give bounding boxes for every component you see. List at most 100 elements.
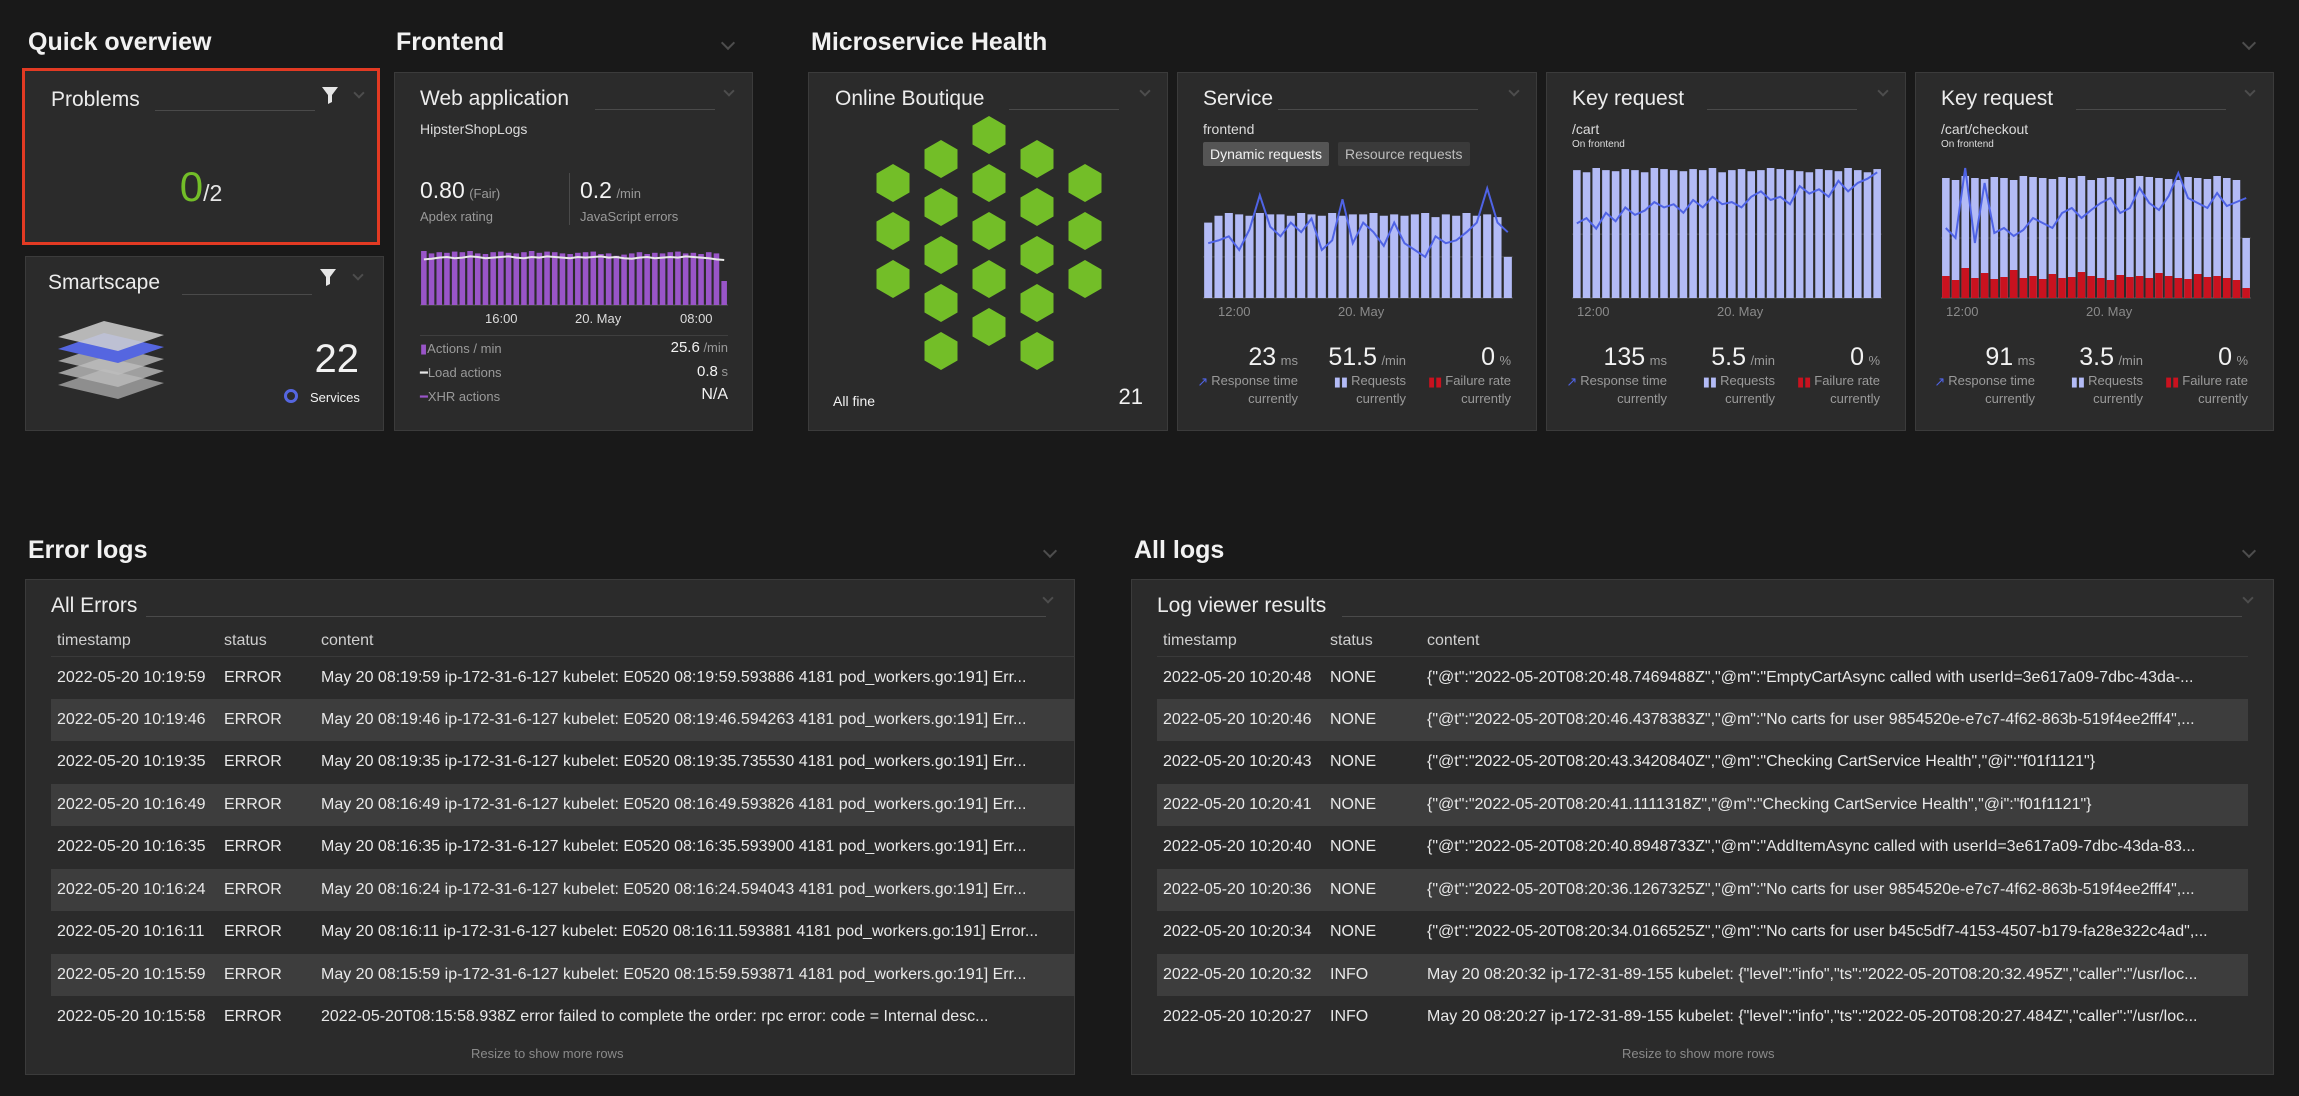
requests-icon: ▮▮: [2070, 374, 2086, 390]
chevron-down-icon[interactable]: [723, 85, 735, 97]
table-row[interactable]: 2022-05-20 10:20:34 NONE {"@t":"2022-05-20…: [1157, 911, 2248, 954]
chevron-down-icon[interactable]: [2241, 35, 2257, 51]
service-hexagon: [924, 284, 958, 322]
status-cell: ERROR: [224, 1008, 282, 1026]
table-row[interactable]: 2022-05-20 10:20:36 NONE {"@t":"2022-05-20…: [1157, 868, 2248, 911]
bar: [636, 252, 643, 305]
bar: [1400, 215, 1409, 298]
column-header-timestamp[interactable]: timestamp: [51, 626, 224, 657]
bar: [1328, 213, 1337, 298]
chevron-down-icon[interactable]: [1139, 85, 1151, 97]
failure-bar: [2193, 274, 2202, 298]
table-row[interactable]: 2022-05-20 10:20:40 NONE {"@t":"2022-05-20…: [1157, 826, 2248, 869]
chevron-down-icon[interactable]: [720, 35, 736, 51]
chevron-down-icon[interactable]: [352, 269, 364, 281]
status-cell: ERROR: [224, 923, 282, 941]
table-row[interactable]: 2022-05-20 10:15:59 ERROR May 20 08:15:59 …: [51, 953, 1075, 996]
service-hexagon: [1020, 140, 1054, 178]
column-header-content[interactable]: content: [1427, 626, 2248, 657]
bar: [575, 252, 581, 305]
bar: [705, 252, 712, 305]
chevron-down-icon[interactable]: [2242, 592, 2254, 604]
apdex-label: Apdex rating: [420, 209, 493, 224]
failure-bar: [2116, 275, 2124, 298]
column-header-content[interactable]: content: [321, 626, 1075, 657]
service-hexagon: [876, 260, 910, 298]
table-row[interactable]: 2022-05-20 10:20:46 NONE {"@t":"2022-05-20…: [1157, 698, 2248, 741]
apdex-qualifier: (Fair): [469, 186, 501, 201]
bar: [1204, 222, 1213, 298]
table-row[interactable]: 2022-05-20 10:20:41 NONE {"@t":"2022-05-20…: [1157, 783, 2248, 826]
online-boutique-tile[interactable]: Online Boutique All fine 21: [808, 72, 1168, 431]
bar: [1390, 214, 1399, 298]
smartscape-tile[interactable]: Smartscape 22 Services: [25, 256, 384, 431]
status-cell: INFO: [1330, 1008, 1369, 1026]
chevron-down-icon[interactable]: [2244, 85, 2256, 97]
service-icon: [284, 389, 298, 403]
table-row[interactable]: 2022-05-20 10:15:58 ERROR 2022-05-20T08:15…: [51, 996, 1075, 1039]
tab-resource-requests[interactable]: Resource requests: [1338, 142, 1470, 166]
failure-bar: [1980, 273, 1989, 298]
table-row[interactable]: 2022-05-20 10:19:35 ERROR May 20 08:19:35 …: [51, 741, 1075, 784]
bar: [2223, 178, 2231, 298]
service-hexagon: [924, 140, 958, 178]
service-hexagon: [924, 332, 958, 370]
key-request-checkout-tile[interactable]: Key request /cart/checkout On frontend 1…: [1915, 72, 2274, 431]
chevron-down-icon[interactable]: [2241, 543, 2257, 559]
service-hexagon: [1068, 212, 1102, 250]
status-cell: NONE: [1330, 698, 1427, 741]
tab-dynamic-requests[interactable]: Dynamic requests: [1203, 142, 1330, 166]
service-hexagon: [972, 164, 1006, 202]
key-request-cart-tile[interactable]: Key request /cart On frontend 12:00 20. …: [1546, 72, 1906, 431]
bar: [1631, 170, 1639, 298]
service-tile[interactable]: Service frontend Dynamic requests Resour…: [1177, 72, 1537, 431]
timestamp-cell: 2022-05-20 10:20:36: [1157, 868, 1330, 911]
x-tick: 12:00: [1218, 304, 1251, 319]
log-viewer-results-tile[interactable]: Log viewer results timestamp status cont…: [1131, 579, 2274, 1075]
chevron-down-icon[interactable]: [1877, 85, 1889, 97]
table-row[interactable]: 2022-05-20 10:20:32 INFO May 20 08:20:32 i…: [1157, 953, 2248, 996]
key-request-checkout-chart: [1941, 167, 2251, 299]
service-health-hexagons: [876, 116, 1102, 370]
failure-bar: [2038, 279, 2047, 298]
filter-icon[interactable]: [319, 267, 337, 287]
bar: [1592, 168, 1600, 298]
table-row[interactable]: 2022-05-20 10:20:27 INFO May 20 08:20:27 i…: [1157, 996, 2248, 1039]
bar: [482, 254, 489, 305]
bar: [459, 252, 466, 305]
table-row[interactable]: 2022-05-20 10:19:46 ERROR May 20 08:19:46 …: [51, 698, 1075, 741]
failure-bar: [2164, 276, 2173, 298]
resize-hint: Resize to show more rows: [471, 1046, 624, 1061]
timestamp-cell: 2022-05-20 10:19:59: [57, 668, 206, 686]
column-header-status[interactable]: status: [224, 626, 321, 657]
table-row[interactable]: 2022-05-20 10:16:11 ERROR May 20 08:16:11 …: [51, 911, 1075, 954]
table-row[interactable]: 2022-05-20 10:19:59 ERROR May 20 08:19:59 …: [51, 656, 1075, 699]
chevron-down-icon[interactable]: [1042, 592, 1054, 604]
filter-icon[interactable]: [321, 85, 339, 105]
all-errors-tile[interactable]: All Errors timestamp status content 2022…: [25, 579, 1075, 1075]
boutique-count: 21: [1118, 384, 1143, 409]
bar: [1650, 168, 1659, 298]
bar: [1824, 170, 1833, 298]
table-row[interactable]: 2022-05-20 10:20:43 NONE {"@t":"2022-05-20…: [1157, 741, 2248, 784]
problems-tile[interactable]: Problems 0/2: [22, 68, 380, 245]
table-row[interactable]: 2022-05-20 10:20:48 NONE {"@t":"2022-05-20…: [1157, 656, 2248, 699]
table-row[interactable]: 2022-05-20 10:16:49 ERROR May 20 08:16:49 …: [51, 783, 1075, 826]
chevron-down-icon[interactable]: [1042, 543, 1058, 559]
web-application-chart: [420, 251, 728, 306]
web-application-tile[interactable]: Web application HipsterShopLogs 0.80 (Fa…: [394, 72, 753, 431]
column-header-status[interactable]: status: [1330, 626, 1427, 657]
table-row[interactable]: 2022-05-20 10:16:35 ERROR May 20 08:16:35 …: [51, 826, 1075, 869]
problems-count: 0: [179, 163, 204, 210]
chevron-down-icon[interactable]: [1508, 85, 1520, 97]
content-cell: May 20 08:16:11 ip-172-31-6-127 kubelet:…: [321, 923, 1039, 941]
chevron-down-icon[interactable]: [353, 87, 365, 99]
xhr-actions-value: N/A: [701, 386, 728, 403]
requests-value: 3.5: [2079, 343, 2114, 371]
js-errors-label: JavaScript errors: [580, 209, 679, 224]
failure-bar: [2097, 278, 2105, 298]
bar: [1224, 213, 1233, 298]
bar: [1462, 213, 1471, 298]
column-header-timestamp[interactable]: timestamp: [1157, 626, 1330, 657]
table-row[interactable]: 2022-05-20 10:16:24 ERROR May 20 08:16:24 …: [51, 868, 1075, 911]
